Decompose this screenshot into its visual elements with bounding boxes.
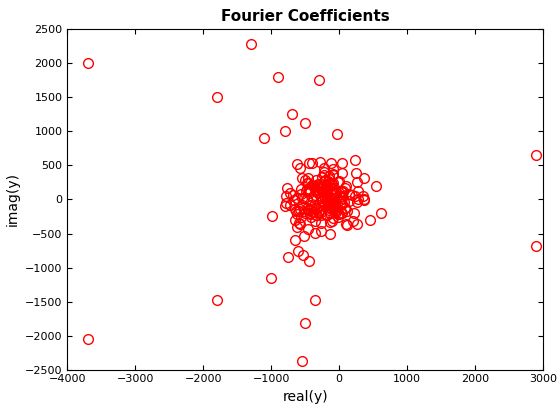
X-axis label: real(y): real(y) [282, 390, 328, 404]
Y-axis label: imag(y): imag(y) [5, 173, 19, 226]
Title: Fourier Coefficients: Fourier Coefficients [221, 9, 390, 24]
